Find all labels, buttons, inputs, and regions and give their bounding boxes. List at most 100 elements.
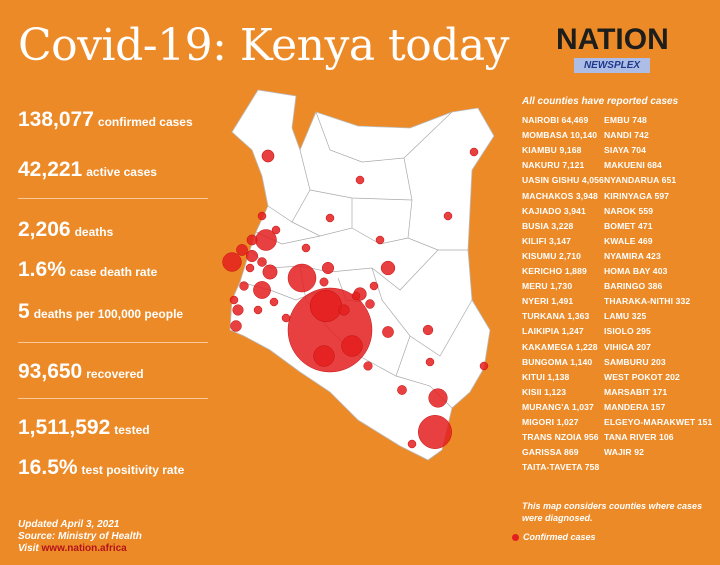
visit-label: Visit — [18, 543, 39, 554]
county-entry: MACHAKOS 3,948 — [522, 190, 598, 201]
county-entry: WAJIR 92 — [604, 447, 644, 458]
bubble-samburu — [325, 213, 335, 223]
county-entry: KERICHO 1,889 — [522, 266, 587, 276]
bubble-vihiga — [245, 263, 255, 273]
bubble-machakos — [341, 335, 363, 357]
stat-label: active cases — [86, 165, 157, 179]
county-entry: KIAMBU 9,168 — [522, 145, 582, 156]
county-entry: BUSIA 3,228 — [522, 220, 574, 231]
stat-value: 1.6% — [18, 258, 66, 281]
bubble-west-pokot — [257, 211, 267, 221]
legend: Confirmed cases — [512, 532, 596, 542]
bubble-kajiado — [313, 345, 335, 367]
divider — [18, 342, 208, 343]
county-entry: SIAYA 704 — [604, 145, 646, 156]
county-entry: NAIROBI 64,469 — [522, 115, 589, 125]
county-entry: TAITA-TAVETA 758 — [522, 462, 600, 473]
bubble-kisumu — [253, 281, 271, 299]
bubble-embu — [365, 299, 375, 309]
county-entry: UASIN GISHU 4,056 — [522, 175, 604, 186]
bubble-narok — [281, 313, 291, 323]
county-entry: MURANG'A 1,037 — [522, 401, 594, 412]
bubble-busia — [222, 252, 242, 272]
bubble-meru — [380, 260, 396, 276]
stat-label: test positivity rate — [81, 463, 185, 477]
logo-wordmark: NATION — [556, 23, 669, 56]
county-entry: BOMET 471 — [604, 220, 653, 231]
bubble-kwale — [407, 439, 417, 449]
county-entry: KISUMU 2,710 — [522, 250, 581, 261]
bubble-garissa — [422, 324, 434, 336]
bubble-kiambu — [309, 289, 343, 323]
bubble-nyandarua — [319, 277, 329, 287]
stat-value: 5 — [18, 300, 30, 323]
divider — [18, 398, 208, 399]
bubble-kericho — [262, 264, 278, 280]
county-entry: HOMA BAY 403 — [604, 266, 668, 276]
county-entry: GARISSA 869 — [522, 447, 579, 458]
county-entry: NANDI 742 — [604, 130, 649, 141]
bubble-trans-nzoia — [246, 234, 258, 246]
county-entry: TRANS NZOIA 956 — [522, 432, 599, 443]
county-entry: ELGEYO-MARAKWET 151 — [604, 417, 713, 427]
stat-label: confirmed cases — [97, 115, 193, 129]
map-note: This map considers counties where cases … — [522, 501, 703, 523]
county-entry: NAROK 559 — [604, 205, 654, 216]
bubble-nandi — [257, 257, 267, 267]
county-entry: BARINGO 386 — [604, 281, 663, 292]
bubble-turkana — [261, 149, 275, 163]
stat-value: 1,511,592 — [18, 416, 111, 439]
county-entry: NYANDARUA 651 — [604, 175, 677, 186]
stat-case-death-rate: 1.6% case death rate — [18, 258, 157, 282]
county-entry: KAJIADO 3,941 — [522, 205, 586, 216]
county-entry: EMBU 748 — [604, 115, 647, 125]
county-entry: KISII 1,123 — [522, 386, 567, 397]
county-entry: NAKURU 7,121 — [522, 160, 585, 171]
stat-active: 42,221 active cases — [18, 158, 157, 182]
bubbles-layer — [222, 147, 489, 449]
county-entry: MARSABIT 171 — [604, 386, 668, 397]
bubble-wajir — [443, 211, 453, 221]
bubble-nakuru — [287, 263, 317, 293]
bubble-laikipia — [321, 261, 335, 275]
stat-deaths-per-100k: 5 deaths per 100,000 people — [18, 300, 183, 324]
bubble-lamu — [479, 361, 489, 371]
bubble-kakamega — [245, 249, 259, 263]
county-entry: LAIKIPIA 1,247 — [522, 326, 584, 337]
county-entry: MAKUENI 684 — [604, 160, 662, 171]
stat-deaths: 2,206 deaths — [18, 218, 113, 242]
county-entry: BUNGOMA 1,140 — [522, 356, 593, 367]
divider — [18, 198, 208, 199]
legend-label: Confirmed cases — [523, 532, 596, 542]
bubble-mandera — [469, 147, 479, 157]
footer: Updated April 3, 2021 Source: Ministry o… — [18, 519, 142, 555]
counties-heading: All counties have reported cases — [522, 96, 679, 107]
bubble-bomet — [269, 297, 279, 307]
county-entry: NYERI 1,491 — [522, 296, 574, 307]
bubble-kilifi — [428, 388, 448, 408]
website-link[interactable]: www.nation.africa — [41, 543, 127, 554]
county-entry: TURKANA 1,363 — [522, 311, 590, 322]
county-entry: KIRINYAGA 597 — [604, 190, 670, 201]
bubble-makueni — [363, 361, 373, 371]
county-entry: LAMU 325 — [604, 311, 647, 322]
stat-value: 138,077 — [18, 108, 94, 131]
bubble-murang-a — [338, 304, 350, 316]
legend-dot — [512, 534, 519, 542]
stat-tested: 1,511,592 tested — [18, 416, 150, 440]
county-entry: KAKAMEGA 1,228 — [522, 341, 598, 352]
bubble-baringo — [301, 243, 311, 253]
bubble-nyamira — [253, 305, 263, 315]
county-entry: THARAKA-NITHI 332 — [604, 296, 691, 307]
bubble-mombasa — [418, 415, 452, 449]
stat-label: recovered — [86, 367, 144, 381]
county-entry: ISIOLO 295 — [604, 326, 651, 337]
visit-line: Visit www.nation.africa — [18, 543, 142, 555]
county-entry: TANA RIVER 106 — [604, 432, 674, 443]
stat-test-positivity: 16.5% test positivity rate — [18, 456, 184, 480]
stat-label: deaths — [74, 225, 114, 239]
county-entry: MIGORI 1,027 — [522, 417, 579, 427]
county-entry: NYAMIRA 423 — [604, 250, 661, 261]
county-entry: MANDERA 157 — [604, 401, 666, 412]
nation-newsplex-logo: NATION NEWSPLEX — [556, 24, 688, 80]
